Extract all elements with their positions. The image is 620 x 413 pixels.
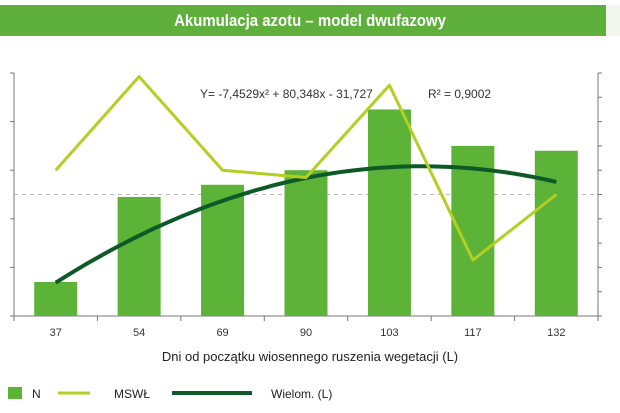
bar-n-90 <box>284 170 328 316</box>
mswl-line <box>54 75 558 262</box>
x-tick-label: 37 <box>50 327 62 339</box>
bar-n-37 <box>34 281 78 316</box>
x-axis-title: Dni od początku wiosennego ruszenia wege… <box>162 349 458 364</box>
bar-series-n <box>34 109 578 316</box>
bar-n-103 <box>367 109 411 316</box>
r-squared-label: R² = 0,9002 <box>428 87 491 101</box>
legend-n-label: N <box>32 387 41 401</box>
x-tick-label: 69 <box>216 327 228 339</box>
x-tick-label: 132 <box>547 327 565 339</box>
x-tick-label: 103 <box>380 327 398 339</box>
legend: N MSWŁ Wielom. (L) <box>8 387 332 401</box>
x-tick-labels: 37 54 69 90 103 117 132 <box>50 327 566 339</box>
chart-title: Akumulacja azotu – model dwufazowy <box>174 11 446 30</box>
legend-mswl-label: MSWŁ <box>114 387 150 401</box>
title-bar: Akumulacja azotu – model dwufazowy <box>0 5 620 36</box>
bar-n-54 <box>117 196 161 316</box>
x-tick-label: 90 <box>300 327 312 339</box>
legend-wielom-label: Wielom. (L) <box>271 387 332 401</box>
title-bar-accent <box>606 5 620 36</box>
x-tick-label: 117 <box>464 327 482 339</box>
bar-n-132 <box>534 150 578 316</box>
legend-n-swatch <box>8 387 22 399</box>
trendline-equation: Y= -7,4529x² + 80,348x - 31,727 <box>200 87 373 101</box>
x-tick-label: 54 <box>133 327 145 339</box>
